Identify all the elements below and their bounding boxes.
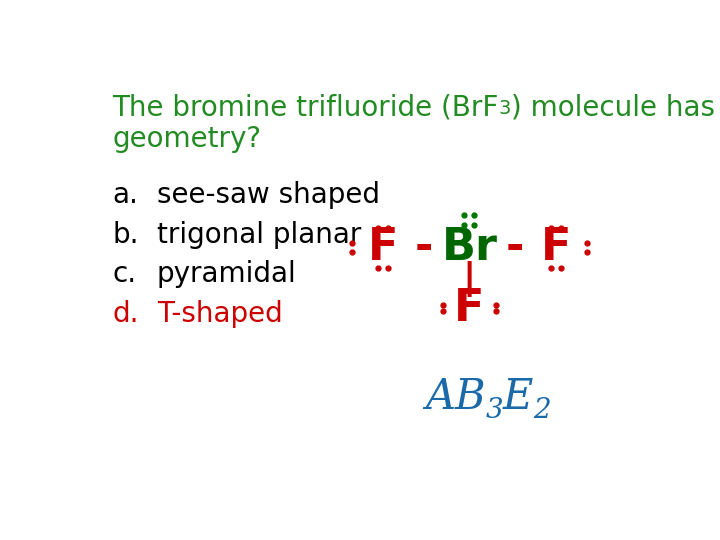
- Text: |: |: [463, 261, 476, 297]
- Text: see-saw shaped: see-saw shaped: [157, 181, 380, 209]
- Text: AB: AB: [425, 376, 485, 419]
- Text: geometry?: geometry?: [112, 125, 261, 153]
- Text: a.: a.: [112, 181, 138, 209]
- Text: b.: b.: [112, 221, 139, 249]
- Text: 3: 3: [499, 99, 511, 118]
- Text: F: F: [368, 226, 398, 269]
- Text: T-shaped: T-shaped: [157, 300, 283, 328]
- Text: ) molecule has what: ) molecule has what: [511, 94, 720, 122]
- Text: d.: d.: [112, 300, 139, 328]
- Text: -: -: [415, 226, 433, 269]
- Text: 3: 3: [485, 397, 503, 424]
- Text: c.: c.: [112, 260, 137, 288]
- Text: -: -: [506, 226, 524, 269]
- Text: F: F: [454, 287, 485, 329]
- Text: trigonal planar: trigonal planar: [157, 221, 361, 249]
- Text: E: E: [503, 376, 534, 419]
- Text: Br: Br: [441, 226, 498, 269]
- Text: 2: 2: [534, 397, 551, 424]
- Text: F: F: [541, 226, 571, 269]
- Text: The bromine trifluoride (BrF: The bromine trifluoride (BrF: [112, 94, 499, 122]
- Text: pyramidal: pyramidal: [157, 260, 297, 288]
